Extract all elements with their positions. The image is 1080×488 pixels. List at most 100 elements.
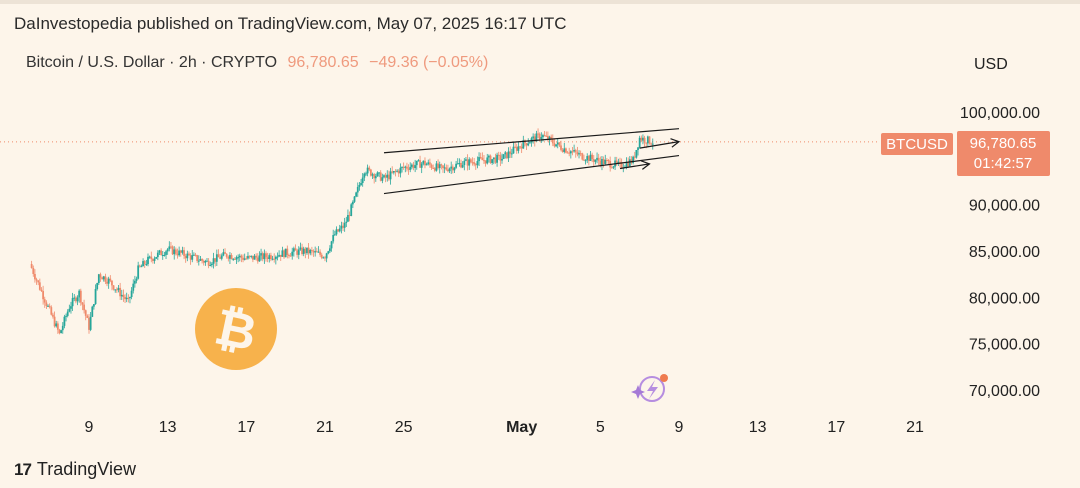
currency-label[interactable]: USD xyxy=(974,56,1008,73)
price-axis[interactable]: 100,000.00 90,000.00 85,000.00 80,000.00 75,… xyxy=(960,105,1040,400)
candle-body xyxy=(545,135,548,137)
candle-body xyxy=(194,254,197,256)
candle-body xyxy=(304,248,307,254)
price-tag[interactable]: BTCUSD 96,780.65 01:42:57 xyxy=(881,131,1050,176)
candle-body xyxy=(460,162,462,168)
candle-body xyxy=(632,156,635,163)
candle-body xyxy=(255,255,258,258)
candle-body xyxy=(40,289,43,292)
candle-body xyxy=(540,137,543,139)
candle-body xyxy=(394,171,397,173)
candle-body xyxy=(494,157,497,163)
candle-body xyxy=(271,258,274,260)
candle-body xyxy=(296,250,299,255)
candle-body xyxy=(38,282,41,290)
x-tick-label: 17 xyxy=(237,419,255,436)
arrow-line[interactable] xyxy=(619,163,650,170)
candle-body xyxy=(601,159,603,166)
candle-body xyxy=(327,251,330,254)
candle-body xyxy=(206,260,208,262)
candle-body xyxy=(242,257,244,260)
candle-body xyxy=(542,135,544,138)
candle-body xyxy=(184,255,187,259)
candle-body xyxy=(302,248,305,255)
candle-body xyxy=(583,159,585,161)
candle-body xyxy=(481,157,484,161)
candle-body xyxy=(510,153,513,155)
candlestick-series xyxy=(30,128,654,335)
candle-body xyxy=(294,248,297,251)
candle-body xyxy=(358,184,361,187)
candle-body xyxy=(266,257,269,260)
x-tick-label: 17 xyxy=(827,419,845,436)
candle-body xyxy=(179,250,182,253)
candle-body xyxy=(260,253,262,256)
price-tag-bg xyxy=(957,131,1050,176)
candle-body xyxy=(174,249,177,254)
candle-body xyxy=(135,278,138,281)
channel-annotations[interactable] xyxy=(383,128,681,195)
candle-body xyxy=(519,146,521,148)
candle-body xyxy=(515,147,518,151)
candle-body xyxy=(74,297,77,302)
y-tick-label: 70,000.00 xyxy=(969,383,1040,400)
candle-body xyxy=(197,260,200,262)
candle-body xyxy=(299,247,302,250)
time-axis[interactable]: 9 13 17 21 25 May 5 9 13 17 21 xyxy=(85,419,924,436)
candle-body xyxy=(150,256,153,260)
candle-body xyxy=(451,166,454,171)
candle-body xyxy=(183,250,185,256)
candle-body xyxy=(129,297,131,299)
channel-upper-line[interactable] xyxy=(383,128,680,154)
candle-body xyxy=(250,255,253,257)
candle-body xyxy=(222,252,225,256)
candle-body xyxy=(447,169,449,172)
candle-body xyxy=(48,305,51,308)
candle-body xyxy=(435,163,438,171)
candle-body xyxy=(468,159,471,166)
candle-body xyxy=(509,151,512,154)
candle-body xyxy=(347,214,349,222)
candle-body xyxy=(628,159,631,167)
candle-body xyxy=(147,256,149,265)
candle-body xyxy=(120,294,123,297)
y-tick-label: 80,000.00 xyxy=(969,290,1040,307)
candle-body xyxy=(453,167,456,171)
candle-body xyxy=(491,159,494,163)
candle-body xyxy=(279,254,282,257)
candle-body xyxy=(504,152,507,155)
candle-body xyxy=(514,146,517,148)
candle-body xyxy=(152,259,154,261)
candle-body xyxy=(163,254,166,256)
candle-body xyxy=(450,166,453,169)
candle-body xyxy=(353,196,356,202)
tradingview-brand[interactable]: 17 TradingView xyxy=(14,459,136,480)
symbol-info[interactable]: Bitcoin / U.S. Dollar · 2h · CRYPTO xyxy=(26,54,278,71)
y-tick-label: 90,000.00 xyxy=(969,198,1040,215)
candle-body xyxy=(273,258,276,260)
candle-body xyxy=(320,254,323,258)
candle-body xyxy=(165,251,167,255)
chart-legend[interactable]: Bitcoin / U.S. Dollar · 2h · CRYPTO 96,7… xyxy=(26,54,488,72)
candle-body xyxy=(89,316,92,330)
candle-body xyxy=(256,257,259,262)
candle-body xyxy=(289,255,292,257)
channel-lower-line[interactable] xyxy=(383,154,680,195)
candle-body xyxy=(342,225,344,228)
price-tag-countdown: 01:42:57 xyxy=(974,155,1032,172)
candle-body xyxy=(65,315,67,317)
candle-body xyxy=(615,160,618,163)
candle-body xyxy=(501,158,503,161)
candle-body xyxy=(168,246,171,250)
candle-body xyxy=(253,255,256,260)
candle-body xyxy=(563,148,566,152)
candle-body xyxy=(317,251,320,253)
arrow-line[interactable] xyxy=(639,141,680,149)
y-tick-label: 100,000.00 xyxy=(960,105,1040,122)
candle-body xyxy=(160,250,163,256)
candle-body xyxy=(419,160,421,168)
candle-body xyxy=(124,296,126,300)
candle-body xyxy=(312,250,315,253)
sparkle-lightning-icon[interactable] xyxy=(631,374,668,402)
